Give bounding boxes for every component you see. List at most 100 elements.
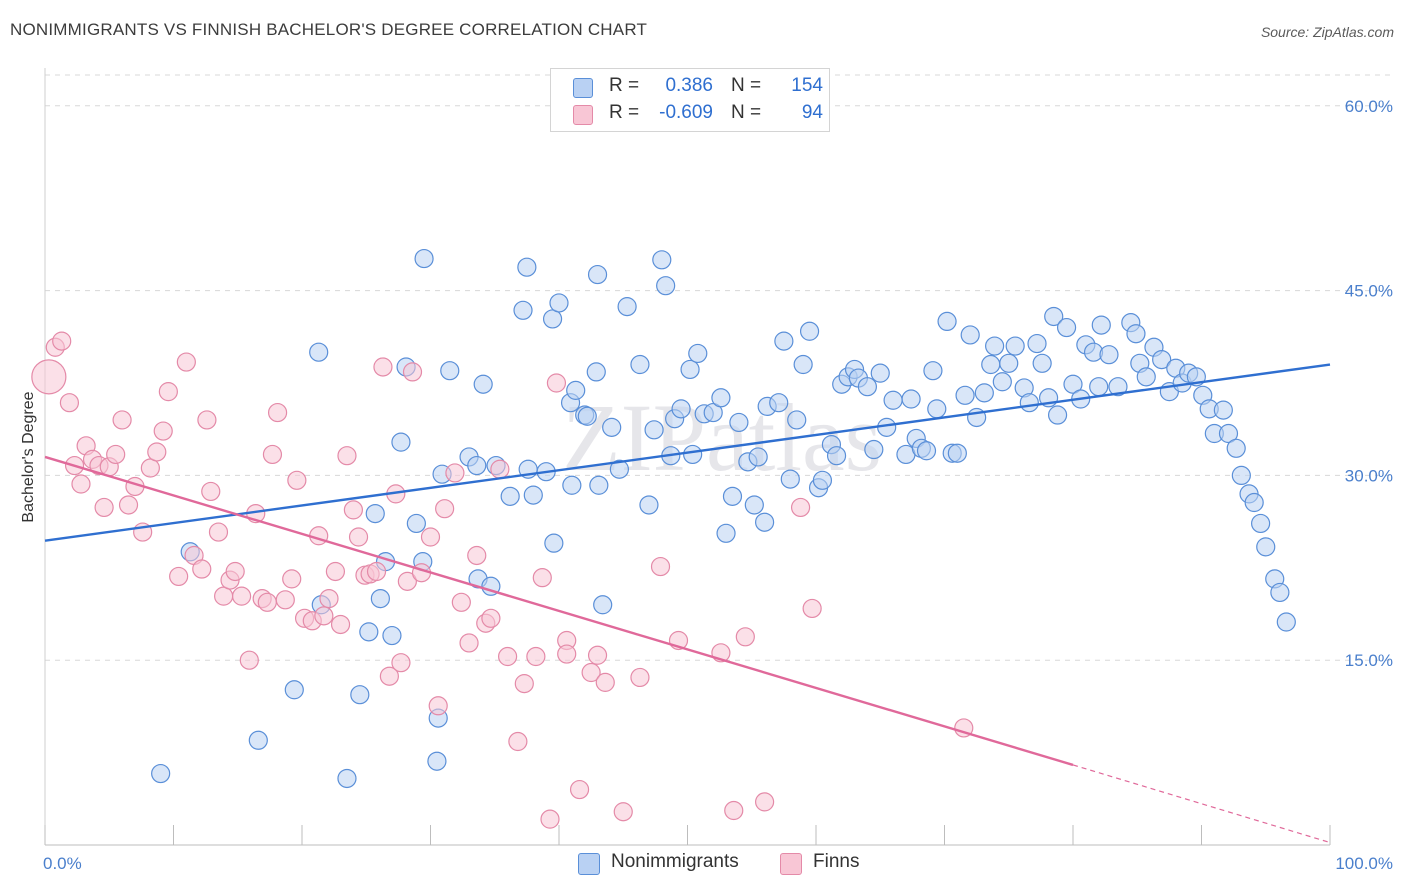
trend-line-finns <box>44 455 1074 767</box>
finns-point <box>379 666 399 686</box>
nonimmigrants-point <box>566 380 586 400</box>
bottom-legend-swatch-blue <box>578 853 600 875</box>
nonimmigrants-point <box>923 361 943 381</box>
series-nonimmigrants <box>151 248 1296 789</box>
nonimmigrants-point <box>248 730 268 750</box>
finns-point <box>557 644 577 664</box>
nonimmigrants-point <box>1136 367 1156 387</box>
finns-point <box>735 627 755 647</box>
nonimmigrants-point <box>652 250 672 270</box>
finns-point <box>147 442 167 462</box>
nonimmigrants-point <box>947 443 967 463</box>
nonimmigrants-point <box>1226 438 1246 458</box>
finns-point <box>140 458 160 478</box>
axes <box>44 68 1331 846</box>
legend-swatch-pink <box>573 105 593 125</box>
finns-point <box>366 561 387 582</box>
nonimmigrants-point <box>427 751 447 771</box>
nonimmigrants-point <box>864 439 884 460</box>
legend-r-value: 0.386 <box>665 75 713 96</box>
correlation-legend: R = 0.386 N = 154 R = -0.609 N = 94 <box>550 68 830 132</box>
nonimmigrants-point <box>586 362 606 382</box>
nonimmigrants-point <box>523 485 543 505</box>
nonimmigrants-point <box>1091 315 1111 335</box>
finns-point <box>569 779 590 800</box>
x-tick-label: 0.0% <box>43 854 82 873</box>
nonimmigrants-point <box>780 469 800 489</box>
finns-point <box>435 499 455 519</box>
finns-point <box>262 444 283 465</box>
nonimmigrants-point <box>870 363 890 383</box>
nonimmigrants-point <box>793 354 813 375</box>
nonimmigrants-point <box>414 248 434 269</box>
legend-r-label: R = <box>609 75 640 96</box>
bottom-legend-label: Finns <box>813 851 860 872</box>
y-tick-label: 30.0% <box>1345 466 1393 485</box>
nonimmigrants-point <box>513 300 533 320</box>
legend-n-value: 94 <box>801 102 823 123</box>
finns-point <box>112 410 132 430</box>
finns-point <box>397 571 417 591</box>
nonimmigrants-point <box>722 486 743 506</box>
finns-point <box>802 598 822 619</box>
nonimmigrants-point <box>999 353 1019 373</box>
nonimmigrants-point <box>812 470 833 490</box>
nonimmigrants-point <box>1019 393 1039 413</box>
nonimmigrants-point <box>787 410 807 430</box>
nonimmigrants-point <box>960 325 980 345</box>
nonimmigrants-point <box>1256 537 1276 557</box>
nonimmigrants-point <box>577 406 597 426</box>
nonimmigrants-point <box>985 336 1005 356</box>
legend-r-value: -0.609 <box>659 102 713 123</box>
finns-point <box>532 568 552 588</box>
nonimmigrants-point <box>711 388 731 408</box>
nonimmigrants-point <box>716 523 736 543</box>
finns-point <box>445 463 465 483</box>
finns-point <box>581 662 601 683</box>
x-tick-label: 100.0% <box>1335 854 1393 873</box>
finns-point <box>201 481 221 502</box>
tick-labels: 15.0% 30.0% 45.0% 60.0% 0.0% 100.0% <box>43 97 1393 873</box>
finns-point <box>267 402 288 423</box>
finns-point <box>630 667 650 688</box>
finns-point <box>724 800 744 821</box>
nonimmigrants-point <box>359 622 379 642</box>
nonimmigrants-point <box>337 768 357 789</box>
nonimmigrants-point <box>901 389 921 409</box>
nonimmigrants-point <box>151 763 171 784</box>
nonimmigrants-point <box>549 293 569 313</box>
nonimmigrants-point <box>774 331 794 351</box>
finns-point <box>348 527 369 547</box>
nonimmigrants-point <box>955 385 975 405</box>
trend-lines <box>44 363 1331 844</box>
nonimmigrants-point <box>517 257 537 277</box>
nonimmigrants-point <box>1213 400 1233 420</box>
finns-point <box>481 608 501 628</box>
finns-point <box>343 500 363 520</box>
legend-swatch-blue <box>573 78 593 98</box>
nonimmigrants-point <box>639 495 659 515</box>
finns-point <box>275 590 295 610</box>
finns-point <box>490 459 510 479</box>
nonimmigrants-point <box>630 354 650 375</box>
finns-point <box>309 526 329 546</box>
nonimmigrants-point <box>500 486 520 506</box>
finns-point <box>59 393 80 413</box>
nonimmigrants-point <box>562 475 582 495</box>
finns-point <box>330 614 351 635</box>
nonimmigrants-point <box>688 343 708 364</box>
nonimmigrants-point <box>1044 306 1064 327</box>
legend-n-label: N = <box>731 102 762 123</box>
nonimmigrants-point <box>309 342 329 362</box>
nonimmigrants-point <box>769 393 789 413</box>
nonimmigrants-point <box>916 441 937 461</box>
finns-point <box>467 545 487 566</box>
nonimmigrants-point <box>284 680 304 700</box>
chart-title: NONIMMIGRANTS VS FINNISH BACHELOR'S DEGR… <box>10 20 648 39</box>
y-axis-label: Bachelor's Degree <box>20 391 37 522</box>
nonimmigrants-point <box>1152 349 1172 370</box>
nonimmigrants-point <box>857 377 878 397</box>
finns-point <box>282 569 302 589</box>
finns-point <box>94 497 114 518</box>
